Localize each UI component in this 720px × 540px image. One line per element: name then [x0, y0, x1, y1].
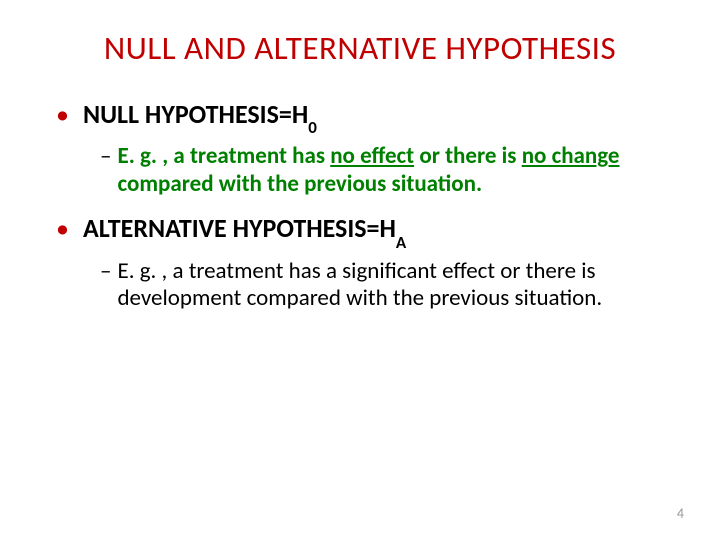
bullet-main-1: • NULL HYPOTHESIS=H0 — [56, 98, 670, 134]
bullet-sub-1: – E. g. , a treatment has no effect or t… — [100, 142, 620, 198]
sub-text-2: E. g. , a treatment has a significant ef… — [117, 258, 620, 313]
sub1-p3: compared with the previous situation. — [117, 170, 482, 198]
bullet-dot-icon: • — [56, 101, 69, 127]
main-sub-1: 0 — [308, 117, 317, 138]
sub-text-1: E. g. , a treatment has no effect or the… — [117, 143, 620, 198]
sub1-p2: or there is — [414, 142, 522, 170]
sub2-p1: E. g. , a treatment has a significant ef… — [117, 257, 602, 313]
sub1-u1: no effect — [330, 142, 414, 170]
sub1-p1: E. g. , a treatment has — [117, 142, 330, 170]
dash-icon: – — [100, 142, 111, 170]
bullet-main-2: • ALTERNATIVE HYPOTHESIS=HA — [56, 212, 670, 248]
bullet-main-text-1: NULL HYPOTHESIS=H0 — [83, 98, 317, 134]
dash-icon: – — [100, 257, 111, 285]
bullet-main-text-2: ALTERNATIVE HYPOTHESIS=HA — [83, 212, 406, 248]
sub1-u2: no change — [522, 142, 620, 170]
main-sub-2: A — [396, 232, 406, 253]
main-text-1: NULL HYPOTHESIS=H — [83, 98, 308, 130]
page-number: 4 — [677, 505, 684, 522]
slide-title: NULL AND ALTERNATIVE HYPOTHESIS — [50, 28, 670, 68]
slide-container: NULL AND ALTERNATIVE HYPOTHESIS • NULL H… — [0, 0, 720, 540]
bullet-sub-2: – E. g. , a treatment has a significant … — [100, 257, 620, 313]
main-text-2: ALTERNATIVE HYPOTHESIS=H — [83, 212, 396, 244]
bullet-dot-icon: • — [56, 215, 69, 241]
